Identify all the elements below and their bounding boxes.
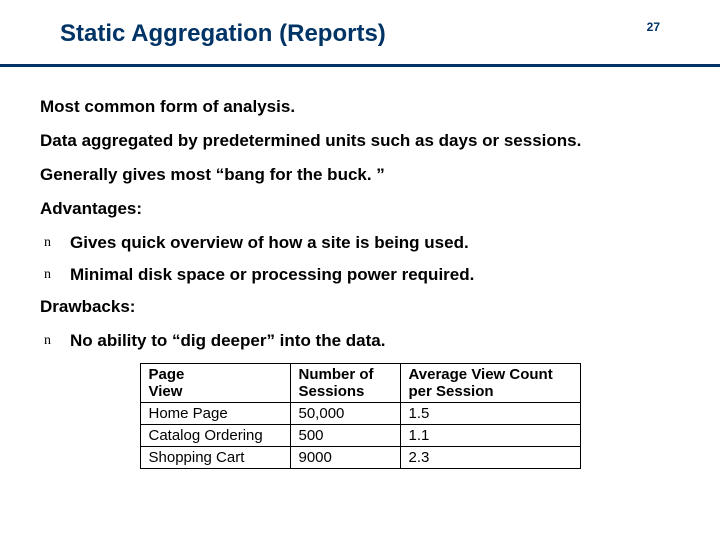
cell-avg: 2.3	[400, 447, 580, 469]
drawbacks-heading: Drawbacks:	[40, 297, 680, 317]
body-line: Most common form of analysis.	[40, 97, 680, 117]
page-number: 27	[647, 20, 660, 34]
list-item: n Minimal disk space or processing power…	[70, 265, 680, 285]
col-header-text: Page View	[149, 366, 185, 400]
table-row: Catalog Ordering 500 1.1	[140, 425, 580, 447]
table-row: Home Page 50,000 1.5	[140, 403, 580, 425]
cell-page-view: Catalog Ordering	[140, 425, 290, 447]
list-item-text: Gives quick overview of how a site is be…	[70, 233, 469, 252]
col-header-text: Average View Count per Session	[409, 366, 553, 400]
table-header-row: Page View Number of Sessions Average Vie…	[140, 364, 580, 403]
bullet-icon: n	[44, 333, 51, 349]
slide-title: Static Aggregation (Reports)	[60, 20, 386, 48]
col-header-avg: Average View Count per Session	[400, 364, 580, 403]
cell-sessions: 500	[290, 425, 400, 447]
bullet-icon: n	[44, 267, 51, 283]
cell-avg: 1.5	[400, 403, 580, 425]
col-header-text: Number of Sessions	[299, 366, 374, 400]
report-table: Page View Number of Sessions Average Vie…	[140, 363, 581, 469]
cell-page-view: Shopping Cart	[140, 447, 290, 469]
cell-page-view: Home Page	[140, 403, 290, 425]
list-item: n Gives quick overview of how a site is …	[70, 233, 680, 253]
cell-avg: 1.1	[400, 425, 580, 447]
body-line: Data aggregated by predetermined units s…	[40, 131, 680, 151]
col-header-page-view: Page View	[140, 364, 290, 403]
list-item: n No ability to “dig deeper” into the da…	[70, 331, 680, 351]
list-item-text: No ability to “dig deeper” into the data…	[70, 331, 385, 350]
cell-sessions: 9000	[290, 447, 400, 469]
advantages-heading: Advantages:	[40, 199, 680, 219]
cell-sessions: 50,000	[290, 403, 400, 425]
advantages-list: n Gives quick overview of how a site is …	[40, 233, 680, 285]
drawbacks-list: n No ability to “dig deeper” into the da…	[40, 331, 680, 351]
slide-header: Static Aggregation (Reports) 27	[0, 0, 720, 58]
col-header-sessions: Number of Sessions	[290, 364, 400, 403]
table-row: Shopping Cart 9000 2.3	[140, 447, 580, 469]
bullet-icon: n	[44, 235, 51, 251]
slide-content: Most common form of analysis. Data aggre…	[0, 67, 720, 469]
body-line: Generally gives most “bang for the buck.…	[40, 165, 680, 185]
report-table-wrap: Page View Number of Sessions Average Vie…	[40, 363, 680, 469]
list-item-text: Minimal disk space or processing power r…	[70, 265, 474, 284]
